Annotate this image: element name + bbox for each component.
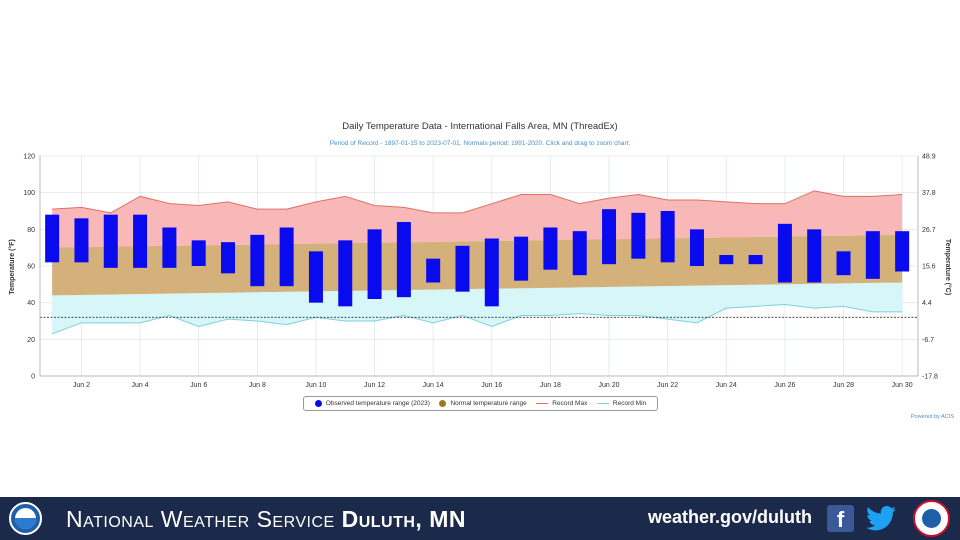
- observed-bar: [807, 229, 822, 283]
- observed-bar: [279, 227, 294, 287]
- y2-tick-label: 26.7: [922, 227, 936, 234]
- observed-bar: [221, 242, 236, 274]
- powered-by-link[interactable]: Powered by ACIS: [910, 414, 954, 420]
- footer-banner: National Weather Service Duluth, MN weat…: [0, 497, 960, 540]
- y-tick-label: 40: [27, 300, 35, 307]
- record-max-line: [52, 190, 903, 214]
- nws-url[interactable]: weather.gov/duluth: [648, 507, 813, 527]
- y2-tick-label: 48.9: [922, 154, 936, 161]
- observed-bar: [514, 236, 529, 281]
- observed-bar: [631, 212, 646, 259]
- y-axis-title: Temperature (°F): [8, 239, 16, 295]
- legend-label-normal: Normal temperature range: [450, 400, 527, 407]
- chart-subtitle: Period of Record - 1897-01-15 to 2023-07…: [330, 140, 631, 147]
- record-min-line: [51, 303, 903, 335]
- legend-label-record-min: Record Min: [612, 400, 647, 407]
- observed-bar: [777, 223, 792, 283]
- record-max-area: [52, 190, 903, 248]
- observed-bar: [865, 231, 880, 279]
- observed-bar: [895, 231, 910, 272]
- observed-legend-icon: [314, 400, 322, 407]
- observed-bar: [572, 231, 587, 276]
- observed-bar: [484, 238, 499, 307]
- observed-bar: [719, 255, 734, 265]
- x-tick-label: Jun 12: [364, 382, 385, 389]
- x-tick-label: Jun 24: [716, 382, 737, 389]
- observed-bar: [396, 222, 411, 298]
- nws-logo-icon: [913, 500, 950, 537]
- observed-bar: [748, 255, 763, 265]
- y2-tick-label: -17.8: [922, 374, 938, 381]
- x-tick-label: Jun 4: [132, 382, 149, 389]
- nws-office-location: Duluth, MN: [341, 506, 466, 532]
- x-tick-label: Jun 18: [540, 382, 561, 389]
- y2-tick-label: 4.4: [922, 300, 932, 307]
- normal-legend-icon: [439, 400, 447, 407]
- record-min-area: [52, 282, 903, 334]
- nws-office-name: National Weather Service Duluth, MN: [66, 506, 466, 533]
- temperature-chart[interactable]: Daily Temperature Data - International F…: [0, 0, 960, 497]
- observed-bar: [338, 240, 353, 307]
- observed-bar: [162, 227, 177, 268]
- observed-bar: [133, 214, 148, 268]
- x-tick-label: Jun 6: [190, 382, 207, 389]
- legend-label-record-max: Record Max: [552, 400, 588, 407]
- nws-org-prefix: National Weather Service: [66, 506, 335, 532]
- noaa-logo-icon: [9, 502, 42, 535]
- observed-bar: [836, 251, 851, 276]
- y-tick-label: 120: [23, 154, 35, 161]
- observed-bar: [308, 251, 323, 303]
- y2-axis-title: Temperature (°C): [944, 239, 952, 295]
- x-tick-label: Jun 2: [73, 382, 90, 389]
- observed-bar: [367, 229, 382, 299]
- y2-tick-label: 15.6: [922, 264, 936, 271]
- observed-bar: [103, 214, 118, 268]
- y-tick-label: 80: [27, 227, 35, 234]
- x-tick-label: Jun 8: [249, 382, 266, 389]
- legend-item-record-max[interactable]: Record Max: [536, 400, 587, 407]
- record-min-legend-icon: [596, 402, 609, 405]
- legend-item-observed[interactable]: Observed temperature range (2023): [314, 400, 430, 407]
- observed-bar: [455, 245, 470, 292]
- chart-legend[interactable]: Observed temperature range (2023) Normal…: [303, 396, 658, 411]
- observed-bar: [660, 211, 675, 263]
- observed-bar: [689, 229, 704, 266]
- facebook-icon[interactable]: f: [827, 505, 854, 532]
- normal-range-band: [52, 234, 903, 296]
- x-tick-label: Jun 22: [657, 382, 678, 389]
- record-max-legend-icon: [536, 402, 549, 405]
- facebook-glyph: f: [836, 507, 845, 532]
- y-tick-label: 20: [27, 337, 35, 344]
- y2-tick-label: -6.7: [922, 337, 934, 344]
- legend-label-observed: Observed temperature range (2023): [325, 400, 430, 407]
- chart-title: Daily Temperature Data - International F…: [342, 121, 617, 132]
- x-tick-label: Jun 28: [833, 382, 854, 389]
- y-tick-label: 100: [23, 190, 35, 197]
- x-tick-label: Jun 10: [305, 382, 326, 389]
- legend-item-normal[interactable]: Normal temperature range: [439, 400, 527, 407]
- observed-bar: [543, 227, 558, 270]
- x-tick-label: Jun 26: [774, 382, 795, 389]
- observed-bar: [191, 240, 206, 266]
- observed-bar: [250, 234, 265, 287]
- legend-item-record-min[interactable]: Record Min: [596, 400, 647, 407]
- x-tick-label: Jun 16: [481, 382, 502, 389]
- x-tick-label: Jun 14: [423, 382, 444, 389]
- observed-bar: [426, 258, 441, 283]
- observed-bar: [602, 209, 617, 265]
- y2-tick-label: 37.8: [922, 190, 936, 197]
- x-tick-label: Jun 20: [599, 382, 620, 389]
- x-tick-label: Jun 30: [892, 382, 913, 389]
- y-tick-label: 60: [27, 264, 35, 271]
- observed-bar: [74, 218, 89, 263]
- observed-bar: [45, 214, 60, 263]
- y-tick-label: 0: [31, 374, 35, 381]
- twitter-icon[interactable]: [866, 506, 896, 531]
